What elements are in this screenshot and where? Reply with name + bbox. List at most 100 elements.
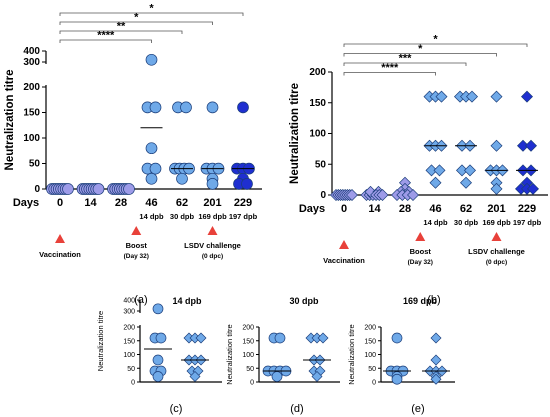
panel-b-data-point [527, 182, 539, 195]
panel-b-y-tick-label: 0 [320, 190, 326, 201]
panel-b-dpb-label: 197 dpb [513, 218, 542, 227]
panel-b-data-point [490, 182, 503, 195]
panel-b-y-tick-label: 150 [309, 98, 326, 109]
panel-d-y-tick-label: 50 [246, 366, 254, 373]
panel-a-x-tick-label: 229 [234, 197, 252, 209]
panel-e-data-point [391, 332, 403, 344]
panel-c-title: 14 dpb [172, 296, 202, 306]
panel-a-x-tick-label: 28 [115, 197, 127, 209]
panel-b-significance-label: *** [399, 53, 413, 65]
panel-a-challenge-dpc-label: (0 dpc) [202, 253, 223, 260]
panel-b-data-point [460, 176, 472, 189]
panel-a-data-point [206, 178, 219, 190]
panel-a-x-tick-label: 46 [145, 197, 157, 209]
panel-a-challenge-label: LSDV challenge [184, 241, 241, 250]
panel-b-data-point [466, 90, 478, 103]
panel-a-data-point [145, 172, 158, 185]
panel-b-x-tick-label: 62 [460, 203, 472, 215]
panel-a-data-point [180, 101, 192, 114]
panel-e-y-axis-label: Neutralization titre [347, 324, 356, 384]
panel-a-y-tick-label: 150 [23, 108, 40, 119]
panel-e-y-tick-label: 150 [364, 338, 376, 345]
panel-b-dpb-label: 14 dpb [423, 218, 448, 227]
panel-c-y-axis-label: Neutralization titre [96, 311, 105, 371]
panel-b-challenge-label: LSDV challenge [468, 247, 525, 256]
panel-b-data-point [490, 139, 503, 152]
panel-a-significance-bracket [59, 39, 152, 43]
panel-a-y-tick-label: 300 [23, 57, 40, 68]
panel-a-boost-label: Boost [126, 241, 148, 250]
panel-d-y-tick-label: 150 [242, 338, 254, 345]
panel-c-y-tick-label: 50 [127, 366, 135, 373]
panel-a-y-axis-label: Neutralization titre [4, 70, 16, 171]
panel-c-y-tick-label: 150 [123, 338, 135, 345]
panel-b-data-point [425, 164, 438, 177]
panel-b-x-tick-label: 229 [518, 203, 536, 215]
panel-a-x-axis-label: Days [13, 197, 39, 209]
panel-b-data-point [456, 164, 468, 177]
panel-a-x-tick-label: 62 [176, 197, 188, 209]
panel-c-data-point [155, 332, 167, 344]
panel-a-data-point [145, 142, 158, 155]
panel-d-y-tick-label: 0 [250, 380, 254, 387]
panel-b-dpb-label: 30 dpb [454, 218, 479, 227]
panel-b-vaccination-marker [339, 240, 349, 249]
panel-c-y-tick-label: 200 [123, 325, 135, 332]
panel-b-challenge-dpc-label: (0 dpc) [486, 259, 507, 266]
panel-a-significance-label: **** [97, 30, 115, 42]
panel-a-dpb-label: 14 dpb [139, 212, 164, 221]
panel-b-data-point [525, 139, 537, 152]
panel-a-significance-bracket [59, 12, 244, 16]
panel-c-y-tick-label: 400 [123, 298, 135, 305]
panel-d-y-tick-label: 100 [242, 352, 254, 359]
panel-d-panel-label: (d) [290, 403, 303, 415]
panel-d-y-tick-label: 200 [242, 325, 254, 332]
panel-a-data-point [241, 178, 253, 190]
panel-a-significance-bracket [59, 30, 183, 34]
panel-b-significance-bracket [343, 72, 436, 76]
panel-b-data-point [376, 189, 389, 201]
panel-b-data-point [521, 90, 533, 103]
panel-b-data-point [429, 176, 442, 189]
panel-a-y-tick-label: 400 [23, 46, 40, 57]
panel-a-panel-label: (a) [134, 294, 147, 306]
panel-a-y-tick-label: 100 [23, 133, 40, 144]
panel-b-x-tick-label: 14 [368, 203, 381, 215]
panel-b-data-point [517, 139, 529, 152]
panel-b-data-point [346, 189, 358, 201]
panel-d-data-point [311, 371, 323, 382]
panel-b-significance-bracket [343, 53, 497, 57]
panel-e-data-point [430, 373, 442, 385]
panel-c-data-point [189, 371, 201, 382]
panel-b-challenge-marker [491, 232, 502, 241]
panel-a-data-point [92, 183, 105, 195]
panel-c-data-point [152, 354, 164, 366]
panel-b-x-tick-label: 46 [429, 203, 441, 215]
panel-b-significance-bracket [343, 62, 467, 66]
panel-b-x-tick-label: 201 [487, 203, 505, 215]
panel-a-boost-marker [131, 226, 142, 235]
panel-b-x-tick-label: 28 [399, 203, 411, 215]
panel-d-title: 30 dpb [289, 296, 319, 306]
panel-b-vaccination-label: Vaccination [323, 256, 365, 265]
panel-e-panel-label: (e) [411, 403, 424, 415]
panel-a-data-point [123, 183, 135, 195]
panel-b-dpb-label: 169 dpb [482, 218, 511, 227]
panel-a-x-tick-label: 0 [57, 197, 63, 209]
panel-a-significance-label: * [134, 12, 139, 24]
panel-e-y-tick-label: 100 [364, 352, 376, 359]
panel-a-y-tick-label: 0 [34, 184, 40, 195]
panel-b-x-axis-label: Days [299, 203, 325, 215]
panel-a-y-tick-label: 50 [29, 159, 41, 170]
panel-a-data-point [62, 183, 74, 195]
panel-a-boost-day-label: (Day 32) [124, 253, 149, 260]
panel-b-boost-label: Boost [410, 247, 432, 256]
panel-b-data-point [433, 164, 446, 177]
panel-b-significance-bracket [343, 43, 528, 47]
panel-b-significance-label: * [418, 43, 423, 55]
panel-b-y-tick-label: 100 [309, 129, 326, 140]
panel-a-significance-bracket [59, 21, 213, 25]
panel-c-panel-label: (c) [170, 403, 183, 415]
panel-d-y-axis-label: Neutralization titre [225, 324, 234, 384]
panel-b-boost-marker [415, 232, 426, 241]
